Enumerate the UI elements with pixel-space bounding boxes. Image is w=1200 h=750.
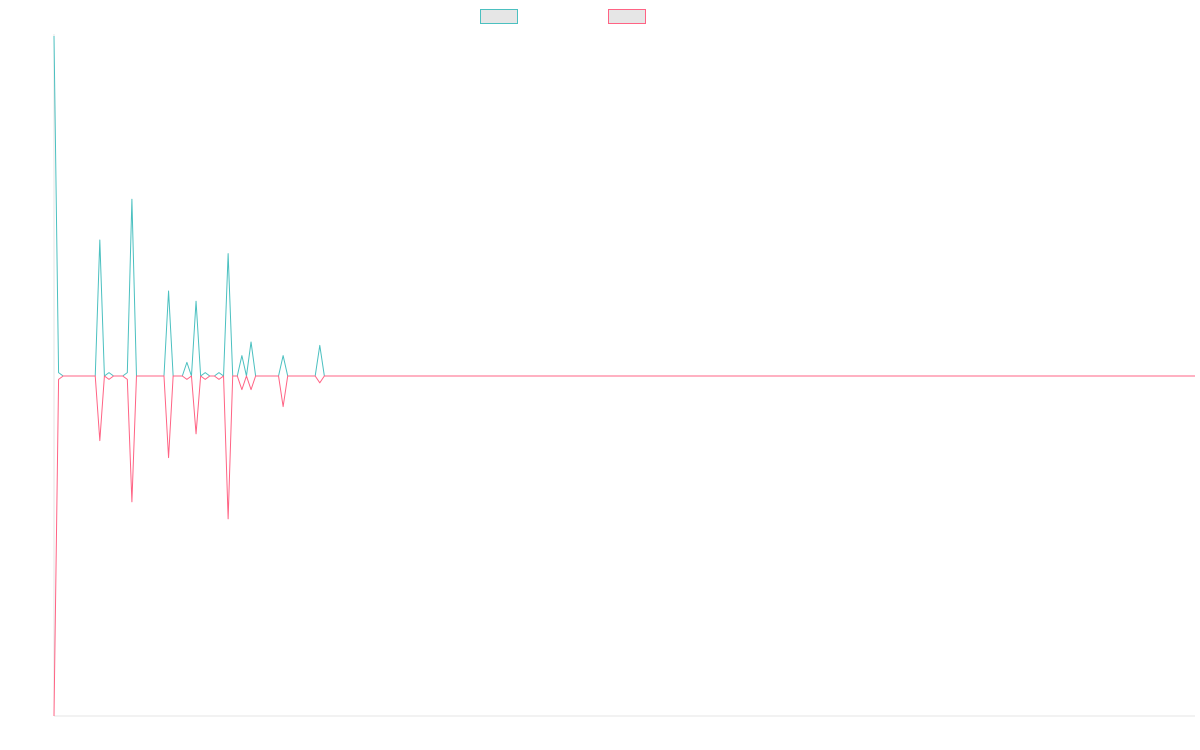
legend-item-series-1[interactable] [480,9,524,24]
legend-item-series-2[interactable] [608,9,652,24]
legend [480,9,652,24]
series-line-2 [53,375,1195,717]
legend-swatch-series-1 [480,9,518,24]
series-line-1 [53,35,1195,377]
legend-swatch-series-2 [608,9,646,24]
